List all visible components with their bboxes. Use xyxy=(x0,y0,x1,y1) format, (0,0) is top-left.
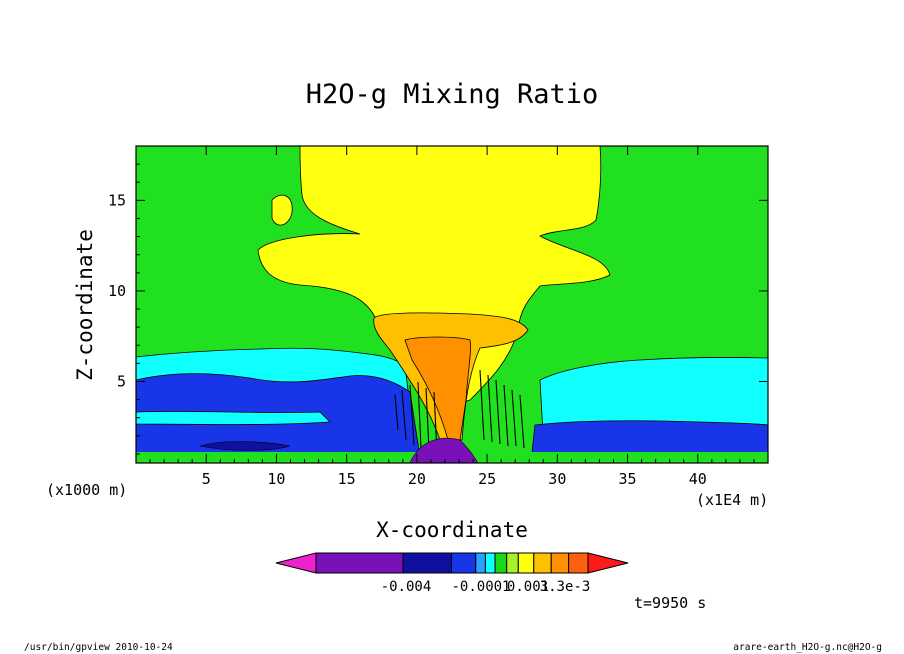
plot-frame xyxy=(135,145,769,464)
colorbar-cell xyxy=(315,552,404,574)
updraft-region xyxy=(404,336,471,441)
x-tick-label: 30 xyxy=(548,470,566,488)
colorbar-arrow-high xyxy=(587,552,629,574)
colorbar-cell xyxy=(506,552,519,574)
colorbar-cell xyxy=(494,552,508,574)
x-tick-label: 5 xyxy=(202,470,211,488)
x-tick-label: 35 xyxy=(619,470,637,488)
colorbar-label: -0.0001 xyxy=(451,579,510,595)
chart-title: H2O-g Mixing Ratio xyxy=(306,79,599,110)
x-tick-label: 15 xyxy=(338,470,356,488)
colorbar-cell xyxy=(568,552,589,574)
mid-layer-gap xyxy=(136,411,331,425)
anvil-blob-left xyxy=(271,194,293,226)
footer-left: /usr/bin/gpview 2010-10-24 xyxy=(24,642,173,653)
colorbar-cell xyxy=(533,552,552,574)
colorbar-cell xyxy=(402,552,453,574)
y-axis-label: Z-coordinate xyxy=(73,229,97,381)
colorbar-label: -0.004 xyxy=(381,579,432,595)
plot-field xyxy=(136,146,768,463)
x-tick-label: 20 xyxy=(408,470,426,488)
y-tick-label: 10 xyxy=(108,282,126,300)
y-axis-ticks: 5 10 15 xyxy=(108,163,768,455)
x-tick-label: 40 xyxy=(689,470,707,488)
time-label: t=9950 s xyxy=(634,594,706,612)
colorbar-cell xyxy=(484,552,496,574)
x-unit-label: (x1E4 m) xyxy=(696,491,768,509)
colorbar-cell xyxy=(550,552,570,574)
deep-layer-region xyxy=(199,441,291,451)
surface-disturbance xyxy=(409,437,479,463)
colorbar-label: 0.001 xyxy=(507,579,549,595)
colorbar-cell xyxy=(475,552,486,574)
colorbar-cell xyxy=(517,552,535,574)
colorbar-arrow-low xyxy=(275,552,317,574)
x-tick-label: 10 xyxy=(267,470,285,488)
x-axis-ticks: 5 10 15 20 25 30 35 40 xyxy=(149,146,755,488)
y-tick-label: 5 xyxy=(117,372,126,390)
y-tick-label: 15 xyxy=(108,191,126,209)
turbulent-zone xyxy=(394,369,525,453)
colorbar-label: 3.3e-3 xyxy=(540,579,591,595)
colorbar-cell xyxy=(451,552,477,574)
footer-right: arare-earth_H2O-g.nc@H2O-g xyxy=(733,642,882,653)
x-tick-label: 25 xyxy=(478,470,496,488)
x-axis-label: X-coordinate xyxy=(376,518,528,542)
y-unit-label: (x1000 m) xyxy=(46,481,127,499)
